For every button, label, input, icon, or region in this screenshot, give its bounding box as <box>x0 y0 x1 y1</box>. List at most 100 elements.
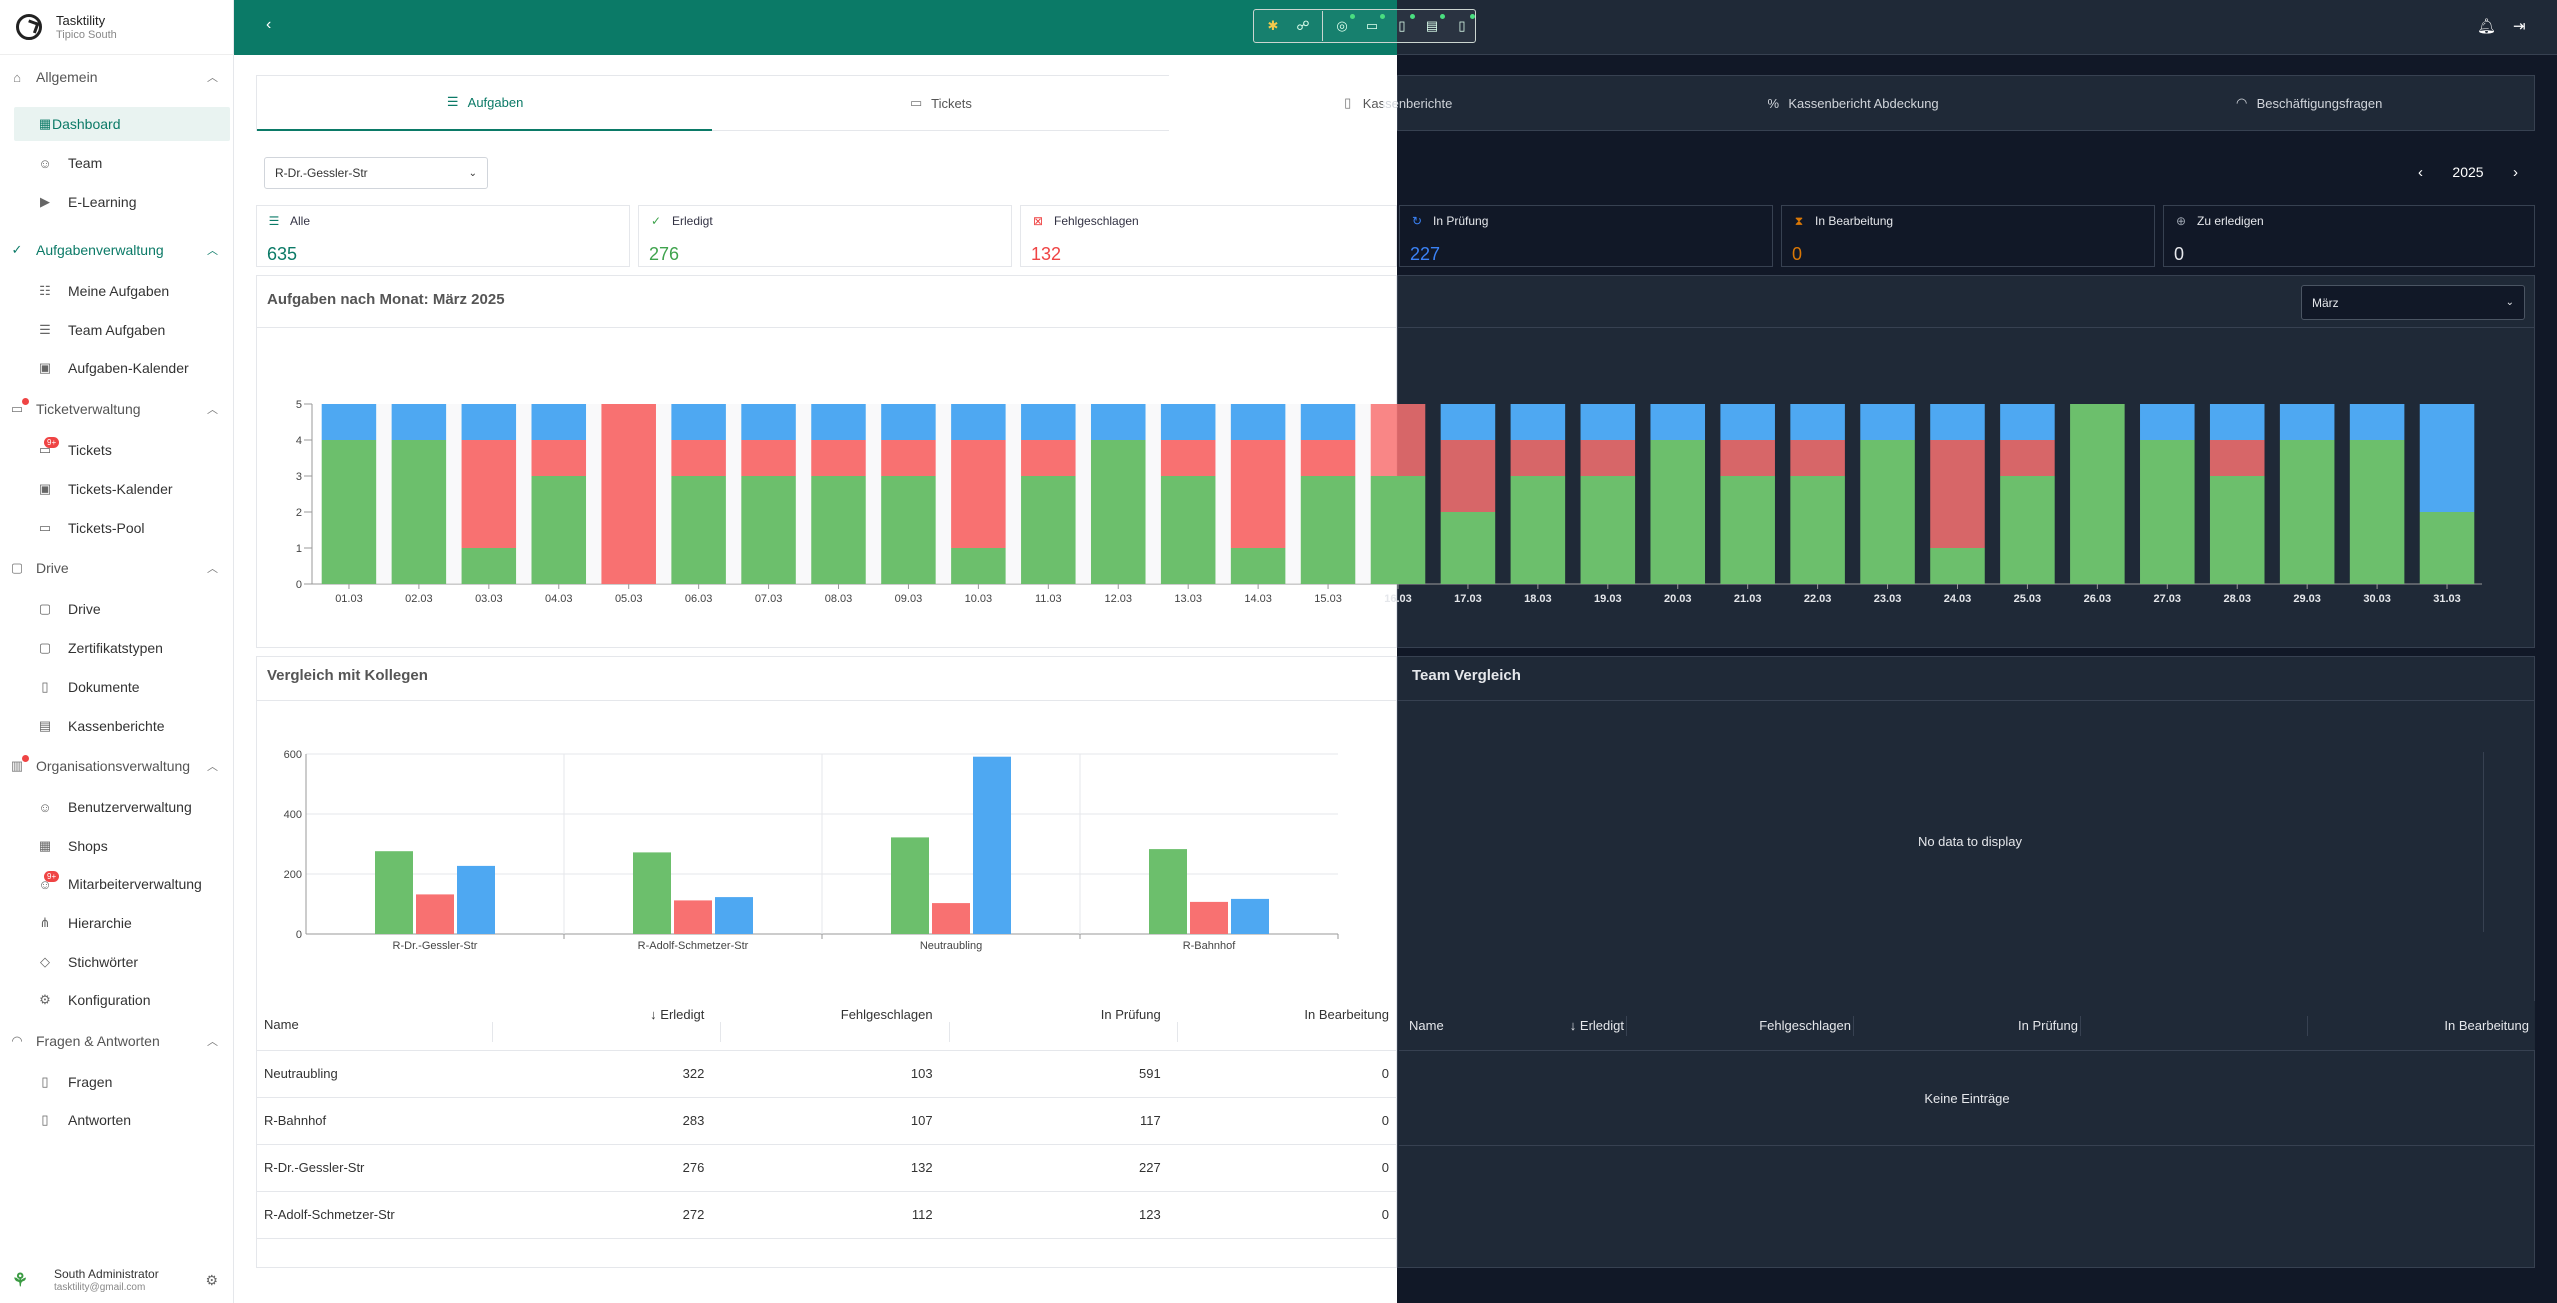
collapse-sidebar-chevron-icon[interactable]: ‹ <box>266 16 272 33</box>
sidebar-item-team[interactable]: ☺ Team <box>0 146 234 180</box>
sidebar-item-zertifikatstypen[interactable]: ▢ Zertifikatstypen <box>0 631 234 665</box>
column-header-in-bearbeitung[interactable]: In Bearbeitung <box>1168 1000 1397 1051</box>
bar-gap <box>1145 404 1161 584</box>
sidebar-item-tickets-pool[interactable]: ▭ Tickets-Pool <box>0 511 234 545</box>
sidebar-item-antworten[interactable]: ▯ Antworten <box>0 1103 234 1137</box>
sidebar-item-drive[interactable]: ▢ Drive <box>0 592 234 626</box>
bar-segment <box>1650 404 1706 440</box>
bar-segment <box>1370 476 1426 584</box>
stat-card-in-pruefung[interactable]: ↻ In Prüfung 227 <box>1399 205 1773 267</box>
sidebar-item-label: Benutzerverwaltung <box>68 799 192 815</box>
month-select[interactable]: März ⌄ <box>2301 285 2525 320</box>
column-separator <box>948 1022 950 1043</box>
x-tick-label: 26.03 <box>2084 593 2112 605</box>
stat-value: 0 <box>2174 244 2185 264</box>
cell-in-bearbeitung: 0 <box>1168 1097 1397 1145</box>
sidebar-section-ticketverwaltung[interactable]: ▭ Ticketverwaltung ︿ <box>0 392 234 426</box>
sidebar-item-elearning[interactable]: ▶ E-Learning <box>0 185 234 219</box>
x-tick-label: 02.03 <box>405 593 433 605</box>
column-separator <box>1853 1015 1854 1036</box>
sidebar-item-tickets-kalender[interactable]: ▣ Tickets-Kalender <box>0 472 234 506</box>
tab-tickets[interactable]: ▭ Tickets <box>713 75 1168 131</box>
shop-select[interactable]: R-Dr.-Gessler-Str ⌄ <box>264 157 488 189</box>
stat-card-fehlgeschlagen[interactable]: ⊠ Fehlgeschlagen 132 <box>1020 205 1397 267</box>
team-column-header-fehlgeschlagen[interactable]: Fehlgeschlagen <box>1759 1018 1851 1033</box>
stat-value: 227 <box>1410 244 1441 264</box>
stat-card-erledigt[interactable]: ✓ Erledigt 276 <box>638 205 1012 267</box>
y-tick-label: 400 <box>284 809 302 821</box>
task-check-icon[interactable]: ◎ <box>1331 14 1355 37</box>
x-tick-label: Neutraubling <box>920 940 982 952</box>
team-icon[interactable]: ☍ <box>1296 18 1310 33</box>
bar-segment <box>1930 404 1985 440</box>
tab-beschaeftigungsfragen[interactable]: ◠ Beschäftigungsfragen <box>2081 75 2536 131</box>
column-header-erledigt[interactable]: ↓ Erledigt <box>484 1000 713 1051</box>
tab-aufgaben[interactable]: ☰ Aufgaben <box>257 75 712 131</box>
stat-card-alle[interactable]: ☰ Alle 635 <box>256 205 630 267</box>
sliders-icon: ⚙ <box>39 992 51 1007</box>
sidebar-item-mitarbeiterverwaltung[interactable]: ☺ 9+ Mitarbeiterverwaltung <box>0 867 234 901</box>
sidebar-item-aufgaben-kalender[interactable]: ▣ Aufgaben-Kalender <box>0 351 234 385</box>
cell-fehlgeschlagen: 112 <box>712 1191 941 1239</box>
sidebar-section-organisationsverwaltung[interactable]: ▥ Organisationsverwaltung ︿ <box>0 749 234 783</box>
sidebar-item-team-aufgaben[interactable]: ☰ Team Aufgaben <box>0 313 234 347</box>
tab-kassenbericht-abdeckung[interactable]: % Kassenbericht Abdeckung <box>1625 75 2080 131</box>
sidebar-section-drive[interactable]: ▢ Drive ︿ <box>0 551 234 585</box>
document-icon[interactable]: ▯ <box>1451 14 1475 37</box>
brand[interactable]: Tasktility Tipico South <box>0 0 234 55</box>
sidebar-item-fragen[interactable]: ▯ Fragen <box>0 1065 234 1099</box>
stat-label: ⊕ Zu erledigen <box>2174 214 2264 228</box>
report-icon[interactable]: ▤ <box>1421 14 1445 37</box>
bag-icon[interactable]: ▯ <box>1391 14 1415 37</box>
y-tick-label: 5 <box>296 399 302 411</box>
sidebar-item-benutzerverwaltung[interactable]: ☺ Benutzerverwaltung <box>0 790 234 824</box>
bar <box>1190 901 1228 934</box>
stat-value: 276 <box>649 244 680 264</box>
sidebar-item-konfiguration[interactable]: ⚙ Konfiguration <box>0 983 234 1017</box>
table-row[interactable]: R-Bahnhof 283 107 117 0 <box>256 1097 1397 1145</box>
sidebar-item-dokumente[interactable]: ▯ Dokumente <box>0 670 234 704</box>
section-label: Fragen & Antworten <box>36 1033 160 1049</box>
sidebar-item-dashboard[interactable]: ▦ Dashboard <box>14 107 230 141</box>
stat-label: ☰ Alle <box>267 214 310 228</box>
team-column-header-in-bearbeitung[interactable]: In Bearbeitung <box>2444 1018 2529 1033</box>
check-circle-icon: ✓ <box>650 214 662 228</box>
bar-segment <box>391 440 447 584</box>
sidebar-item-tickets[interactable]: ▭ 9+ Tickets <box>0 433 234 467</box>
column-header-in-pruefung[interactable]: In Prüfung <box>940 1000 1169 1051</box>
bar-segment <box>2000 440 2055 476</box>
stat-card-in-bearbeitung[interactable]: ⧗ In Bearbeitung 0 <box>1781 205 2155 267</box>
team-column-header-name[interactable]: Name <box>1409 1018 1444 1033</box>
tab-label: Tickets <box>931 95 972 111</box>
bell-icon[interactable]: 🔔︎ <box>2477 18 2497 35</box>
table-row[interactable]: R-Adolf-Schmetzer-Str 272 112 123 0 <box>256 1191 1397 1239</box>
bar-segment <box>741 440 796 476</box>
sidebar-section-allgemein[interactable]: ⌂ Allgemein ︿ <box>0 60 234 94</box>
table-row[interactable]: Neutraubling 322 103 591 0 <box>256 1050 1397 1098</box>
sidebar-item-shops[interactable]: ▦ Shops <box>0 829 234 863</box>
stat-card-zu-erledigen[interactable]: ⊕ Zu erledigen 0 <box>2163 205 2535 267</box>
shop-switch-icon[interactable]: ✱ <box>1267 18 1279 33</box>
tickets-badge: 9+ <box>44 437 60 448</box>
team-column-header-erledigt[interactable]: ↓ Erledigt <box>1570 1018 1624 1033</box>
sidebar-section-fragen[interactable]: ◠ Fragen & Antworten ︿ <box>0 1024 234 1058</box>
sidebar-item-meine-aufgaben[interactable]: ☷ Meine Aufgaben <box>0 274 234 308</box>
column-header-fehlgeschlagen[interactable]: Fehlgeschlagen <box>712 1000 941 1051</box>
next-year-chevron-icon[interactable]: › <box>2513 163 2518 181</box>
table-row[interactable]: R-Dr.-Gessler-Str 276 132 227 0 <box>256 1144 1397 1192</box>
sidebar-item-hierarchie[interactable]: ⋔ Hierarchie <box>0 906 234 940</box>
ticket-icon[interactable]: ▭ <box>1361 14 1385 37</box>
sidebar-item-stichwoerter[interactable]: ◇ Stichwörter <box>0 945 234 979</box>
sidebar-section-aufgabenverwaltung[interactable]: ✓ Aufgabenverwaltung ︿ <box>0 233 234 267</box>
tab-kassenberichte[interactable]: ▯ Kassenberichte <box>1169 75 1624 131</box>
status-dot <box>1410 14 1415 19</box>
sidebar-item-kassenberichte[interactable]: ▤ Kassenberichte <box>0 709 234 743</box>
x-tick-label: R-Dr.-Gessler-Str <box>393 940 478 952</box>
column-header-name[interactable]: Name <box>256 1000 485 1051</box>
team-column-header-in-pruefung[interactable]: In Prüfung <box>2018 1018 2078 1033</box>
calendar-icon: ▣ <box>38 360 52 375</box>
settings-gear-icon[interactable]: ⚙ <box>205 1271 218 1288</box>
logout-icon[interactable]: ⇥ <box>2513 18 2526 35</box>
prev-year-chevron-icon[interactable]: ‹ <box>2418 163 2423 181</box>
team-chart-title: Team Vergleich <box>1412 667 1521 684</box>
